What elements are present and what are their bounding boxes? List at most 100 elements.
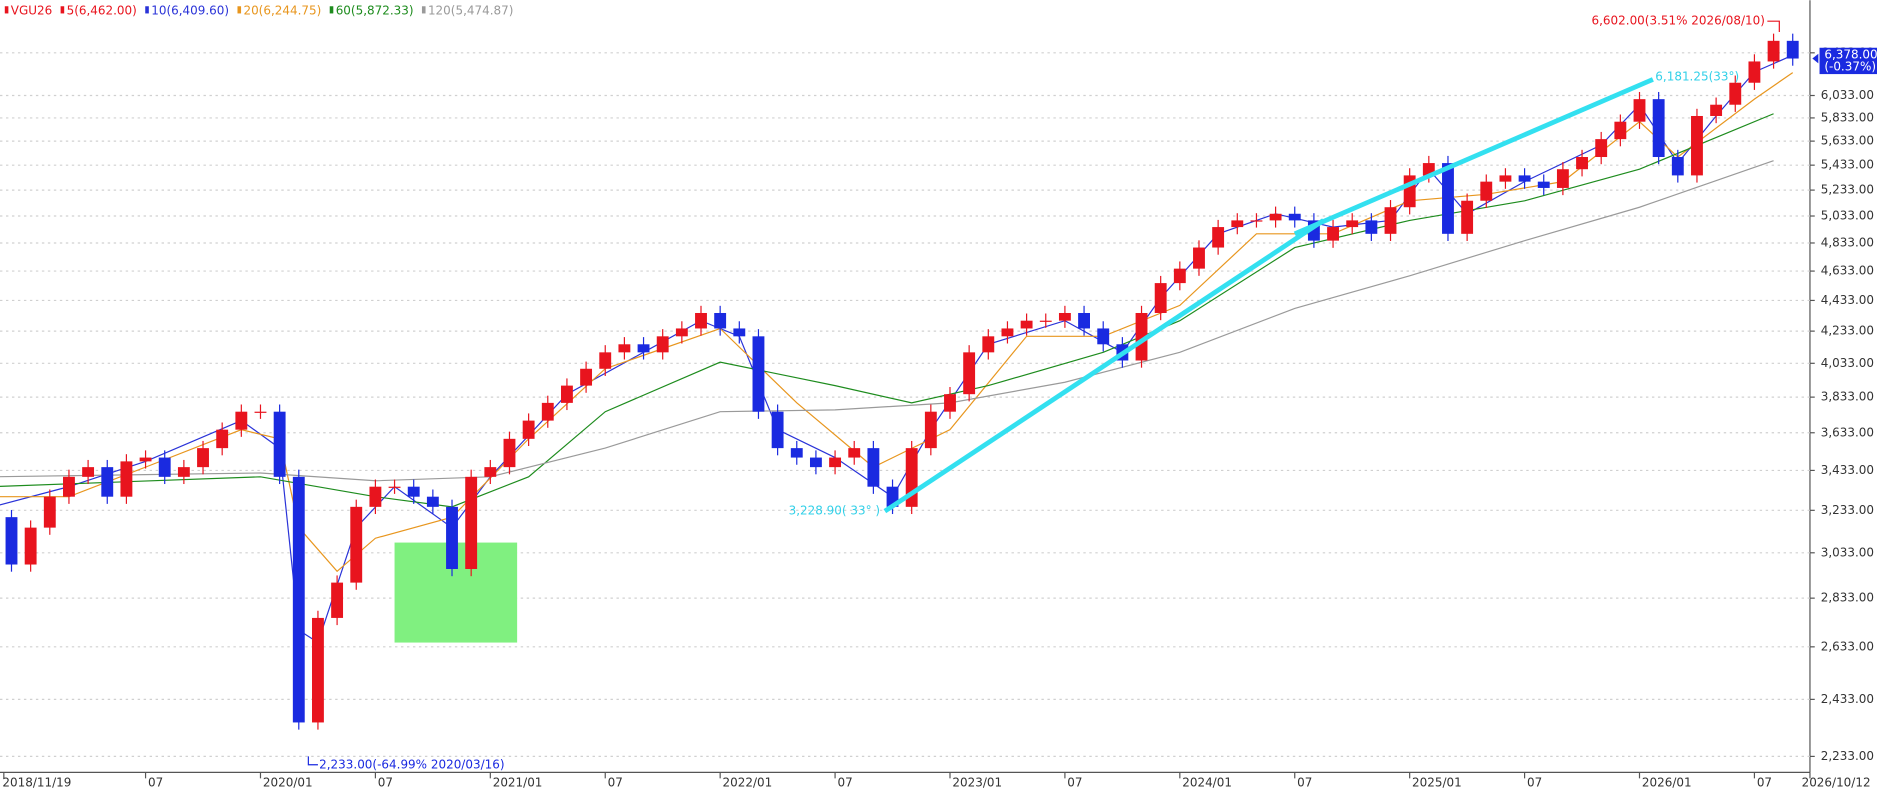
candle <box>1231 220 1244 228</box>
candle <box>139 457 152 462</box>
candle <box>733 328 746 337</box>
candle <box>43 496 56 528</box>
candle <box>1480 181 1493 201</box>
x-tick-label: 07 <box>837 776 852 790</box>
y-tick-label: 3,233.00 <box>1821 503 1874 517</box>
y-tick-label: 6,033.00 <box>1821 88 1874 102</box>
trendline <box>1293 77 1654 237</box>
candle <box>1001 328 1014 337</box>
legend: VGU26 5(6,462.00) 10(6,409.60) 20(6,244.75)… <box>4 4 513 18</box>
y-tick-label: 5,833.00 <box>1821 110 1874 124</box>
candle <box>177 467 190 477</box>
annotation: 6,181.25(33°) <box>1655 69 1739 83</box>
y-tick-label: 4,433.00 <box>1821 293 1874 307</box>
candle <box>350 506 363 583</box>
candle <box>1461 200 1474 234</box>
x-tick-label: 2020/01 <box>263 776 313 790</box>
legend-label: VGU26 <box>11 4 52 18</box>
candle <box>426 496 439 507</box>
candle <box>292 476 305 723</box>
candle <box>541 402 554 421</box>
candle <box>1154 283 1167 313</box>
candle <box>1614 121 1627 140</box>
candle <box>120 461 133 497</box>
candle <box>1595 139 1608 158</box>
last-price-box <box>1819 47 1877 75</box>
candle <box>886 486 899 507</box>
y-tick-label: 2,633.00 <box>1821 639 1874 653</box>
candle <box>790 448 803 458</box>
x-tick-label: 07 <box>378 776 393 790</box>
candle <box>1307 220 1320 241</box>
y-tick-label: 5,233.00 <box>1821 183 1874 197</box>
candle <box>503 438 516 468</box>
candle <box>197 448 209 468</box>
y-tick-label: 3,433.00 <box>1821 463 1874 477</box>
x-tick-label: 07 <box>1757 776 1772 790</box>
legend-label: 20(6,244.75) <box>243 4 321 18</box>
x-tick-label: 2026/01 <box>1642 776 1692 790</box>
candle <box>1767 40 1780 62</box>
candle <box>618 344 631 353</box>
candle <box>1633 99 1646 122</box>
candle <box>158 457 171 477</box>
candle <box>369 486 382 507</box>
y-tick-label: 2,233.00 <box>1821 749 1874 763</box>
x-tick-label: 2025/01 <box>1412 776 1462 790</box>
candle <box>1193 247 1205 269</box>
candle <box>1173 268 1186 284</box>
y-tick-label: 4,833.00 <box>1821 235 1874 249</box>
candle <box>63 476 75 497</box>
legend-label: 10(6,409.60) <box>151 4 229 18</box>
y-tick-label: 4,233.00 <box>1821 324 1874 338</box>
candle <box>771 411 784 449</box>
candle <box>1537 181 1550 188</box>
candle <box>1786 40 1799 59</box>
x-tick-label: 2023/01 <box>952 776 1002 790</box>
candle <box>1576 157 1588 170</box>
candle <box>1442 163 1454 234</box>
candle <box>465 476 478 569</box>
candle <box>24 527 37 565</box>
y-tick-label: 3,033.00 <box>1821 545 1874 559</box>
x-tick-label: 07 <box>148 776 163 790</box>
legend-label: 60(5,872.33) <box>336 4 414 18</box>
annotation: 6,602.00(3.51% 2026/08/10) <box>1592 14 1765 28</box>
candle <box>1327 227 1339 241</box>
candle <box>1288 213 1301 221</box>
x-tick-label: 2024/01 <box>1182 776 1232 790</box>
candle <box>82 467 95 477</box>
trendline <box>883 218 1325 514</box>
x-tick-label: 07 <box>1297 776 1312 790</box>
candle <box>446 506 458 569</box>
candle <box>848 448 861 458</box>
legend-swatch <box>329 6 334 14</box>
legend-label: 5(6,462.00) <box>67 4 137 18</box>
legend-swatch <box>60 6 65 14</box>
candle <box>1039 320 1052 322</box>
candle <box>1691 115 1703 176</box>
candle <box>484 467 497 477</box>
candle <box>1078 312 1091 329</box>
candle <box>1518 175 1531 182</box>
candle <box>963 352 976 395</box>
y-tick-label: 2,433.00 <box>1821 692 1874 706</box>
candle <box>5 517 18 565</box>
x-tick-label: 2022/01 <box>723 776 773 790</box>
candle <box>1748 61 1761 83</box>
x-tick-label: 07 <box>1527 776 1542 790</box>
candle <box>101 467 114 497</box>
candle <box>331 582 344 618</box>
candle <box>714 312 727 329</box>
candle <box>867 448 880 487</box>
legend-label: 120(5,474.87) <box>428 4 513 18</box>
candle <box>407 486 420 497</box>
candle <box>1556 169 1569 188</box>
candle <box>1652 99 1665 158</box>
annotation-pointer <box>1767 20 1780 32</box>
candle <box>1422 163 1435 176</box>
legend-swatch <box>145 6 149 14</box>
candle <box>675 328 688 337</box>
